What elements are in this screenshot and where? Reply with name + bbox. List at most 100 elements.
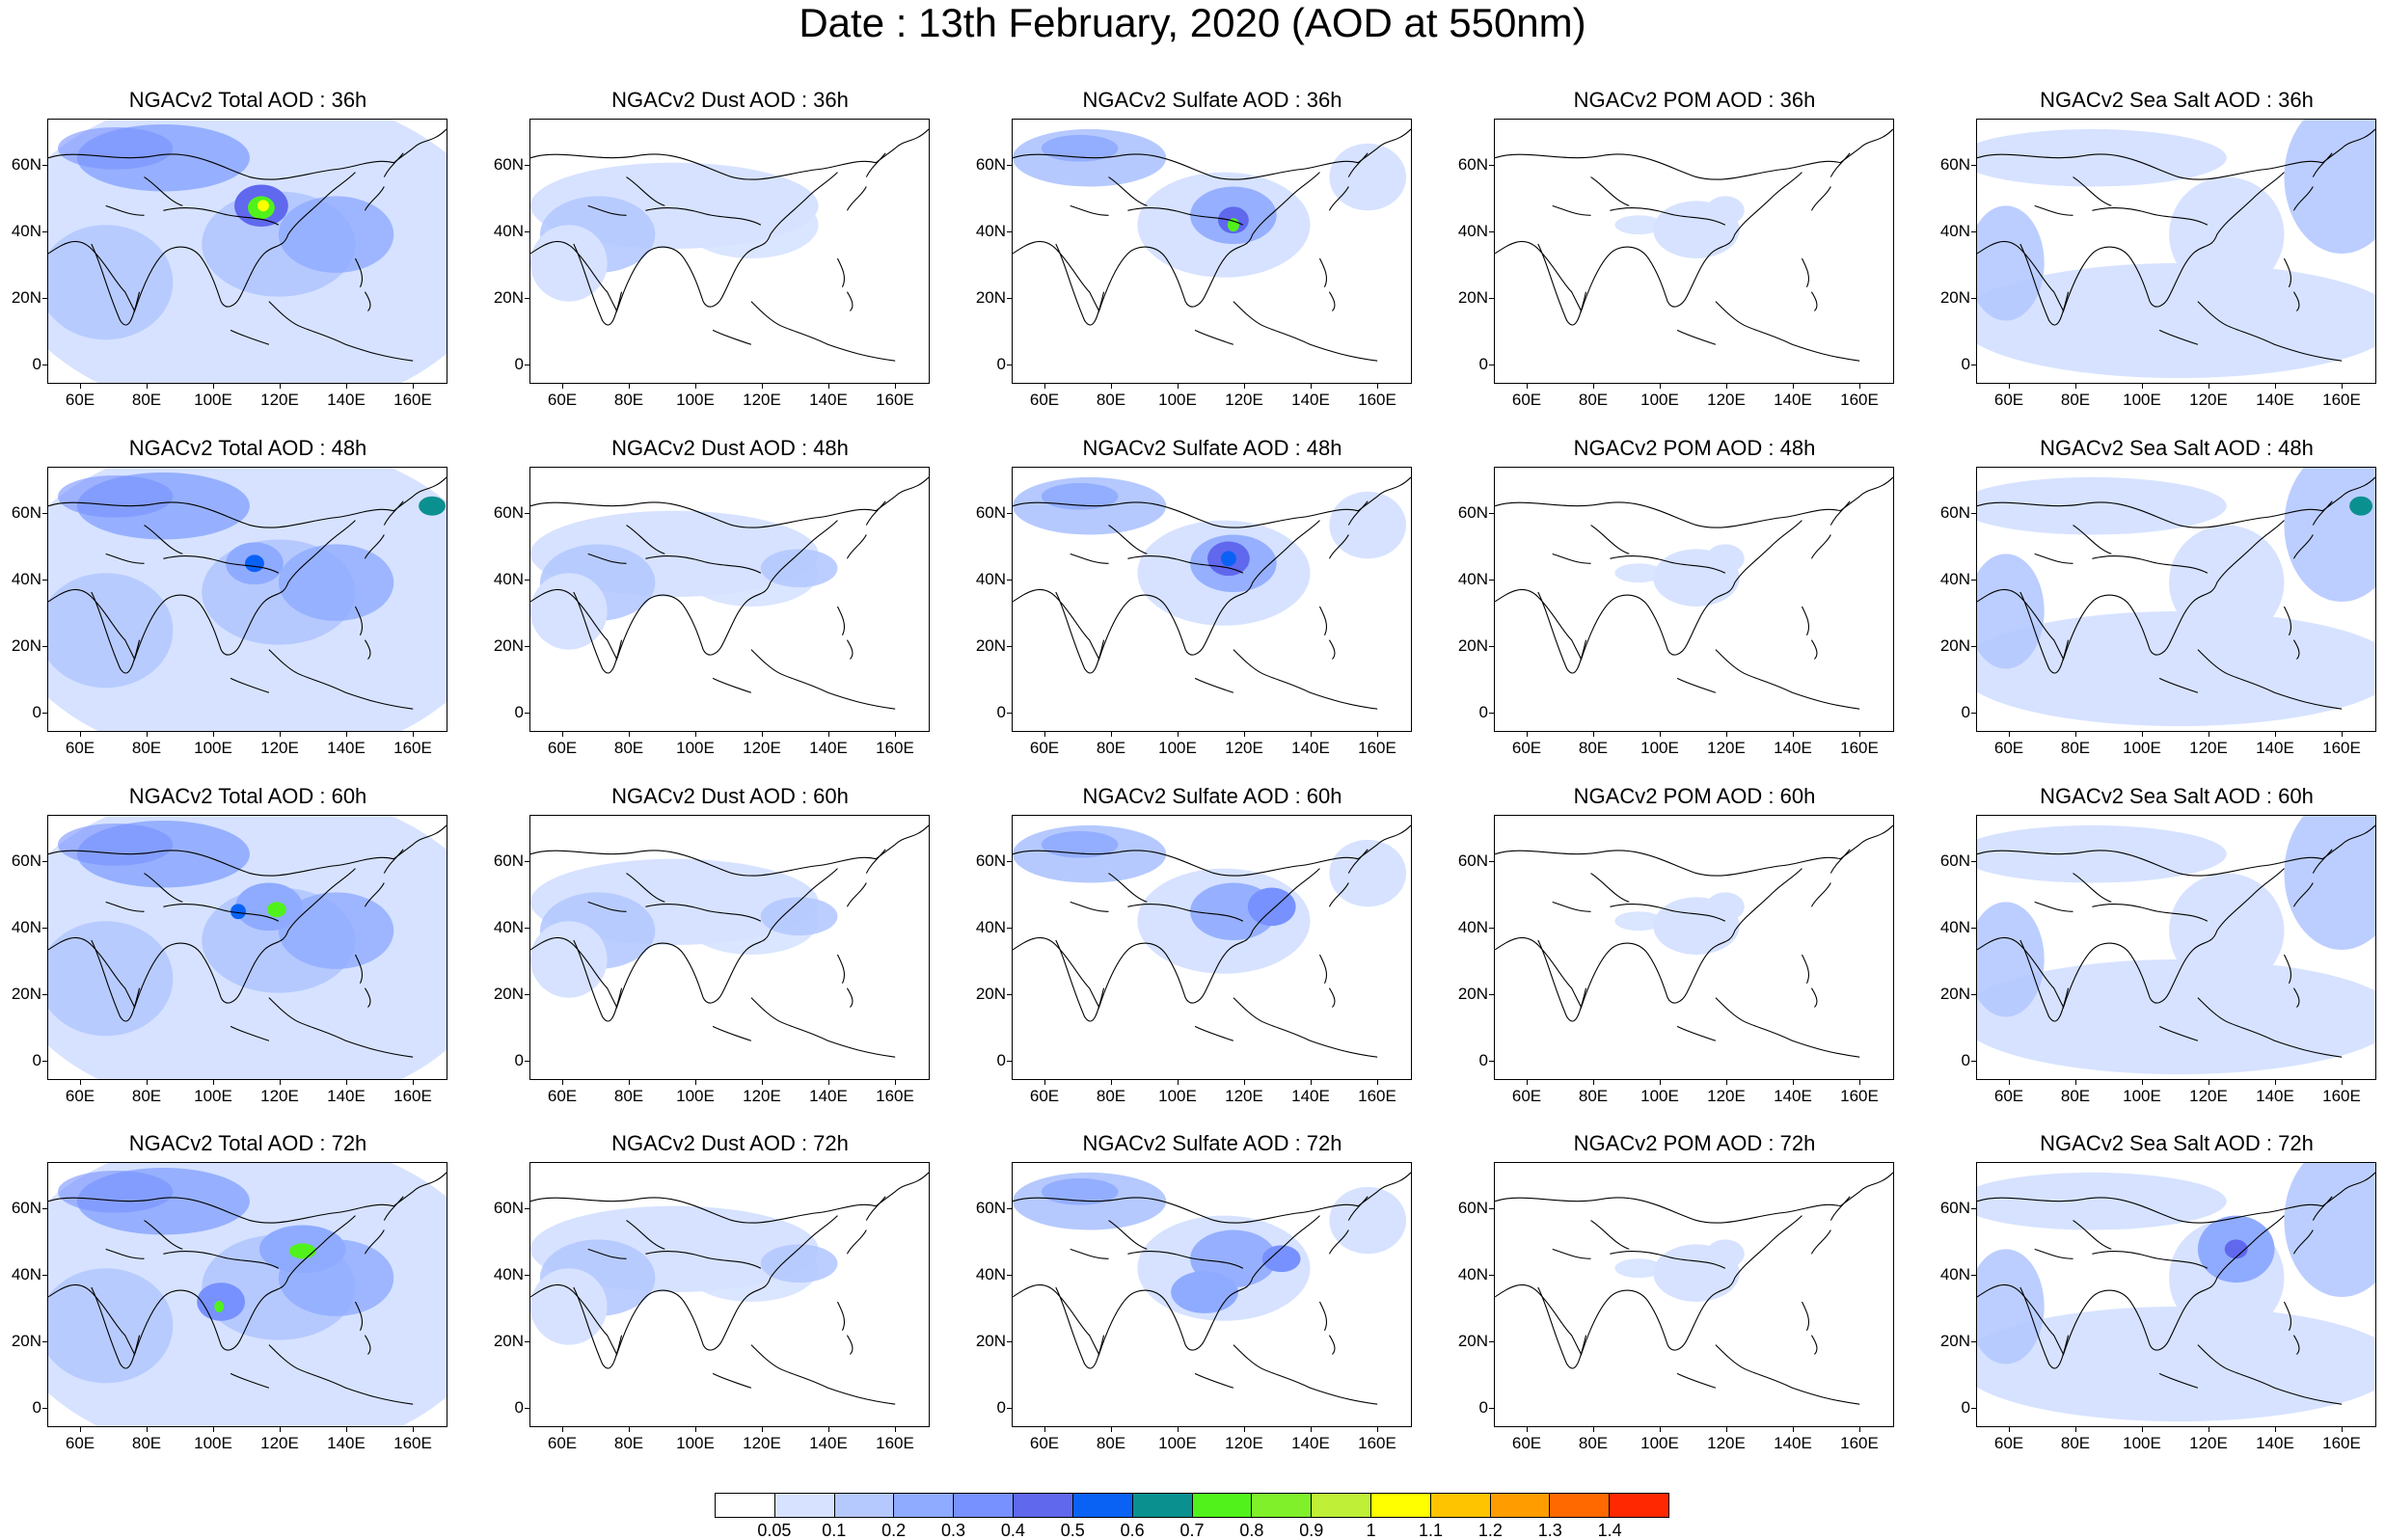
coastline <box>1977 1215 2285 1356</box>
coastline <box>163 903 280 1041</box>
aod-field-svg <box>530 1172 929 1405</box>
y-tick-label: 20N <box>1939 636 1970 655</box>
coastline <box>836 954 854 1008</box>
coastline <box>1610 554 1726 693</box>
coastline <box>1495 476 1893 528</box>
aod-map <box>529 467 930 732</box>
colorbar-swatch <box>834 1494 895 1517</box>
coastline <box>530 1172 929 1224</box>
coastline <box>2092 206 2209 345</box>
x-tick-label: 160E <box>876 1087 914 1105</box>
coastline <box>1070 1220 1148 1259</box>
aod-map <box>1012 815 1412 1080</box>
x-tick-label: 60E <box>547 1087 578 1105</box>
y-tick-label: 0 <box>996 1398 1006 1417</box>
x-tick <box>1377 1080 1378 1085</box>
coastline <box>1537 591 1587 674</box>
y-tick <box>1489 231 1494 232</box>
y-tick <box>1007 1341 1012 1342</box>
x-tick <box>695 1080 696 1085</box>
x-tick-label: 80E <box>131 1087 162 1105</box>
x-tick <box>629 1427 630 1432</box>
y-tick-label: 20N <box>1939 288 1970 307</box>
coastline <box>2283 257 2300 311</box>
x-tick-label: 120E <box>260 1087 299 1105</box>
y-tick-label: 40N <box>1939 222 1970 240</box>
colorbar-label: 1.3 <box>1537 1521 1562 1540</box>
y-tick-label: 0 <box>996 1051 1006 1069</box>
y-tick <box>1007 580 1012 581</box>
x-tick <box>1244 1427 1245 1432</box>
coastline <box>2019 243 2070 326</box>
x-tick <box>1178 1080 1179 1085</box>
y-tick <box>1489 1208 1494 1209</box>
x-tick-label: 100E <box>1158 1434 1197 1452</box>
y-tick-label: 40N <box>493 1265 524 1283</box>
aod-map <box>1494 119 1894 384</box>
coastline <box>587 525 665 564</box>
aod-shaded-region <box>1977 902 2045 1017</box>
coastline <box>1552 1220 1630 1259</box>
x-tick <box>2342 384 2343 389</box>
panel-title: NGACv2 Dust AOD : 48h <box>611 436 849 460</box>
x-tick-label: 80E <box>131 739 162 757</box>
coastline <box>48 128 447 180</box>
panel-title: NGACv2 POM AOD : 48h <box>1573 436 1816 460</box>
aod-shaded-region <box>57 126 174 170</box>
aod-shaded-region <box>2284 468 2375 602</box>
coastline <box>1552 176 1630 216</box>
x-tick <box>80 384 81 389</box>
x-tick <box>1244 732 1245 737</box>
x-tick-label: 100E <box>676 1087 715 1105</box>
x-tick <box>2275 1427 2276 1432</box>
y-tick-label: 60N <box>1939 851 1970 870</box>
coastline <box>2292 1196 2333 1255</box>
coastline <box>1715 649 1860 710</box>
x-tick <box>147 732 148 737</box>
y-tick-label: 60N <box>1457 851 1488 870</box>
x-tick-label: 140E <box>2256 1087 2294 1105</box>
colorbar-swatch <box>954 1494 1015 1517</box>
aod-field-svg <box>48 816 447 1079</box>
coastline <box>1233 649 1378 710</box>
y-tick <box>1971 1408 1976 1409</box>
y-tick <box>1489 298 1494 299</box>
panel-title: NGACv2 POM AOD : 72h <box>1573 1131 1816 1155</box>
coastline <box>48 1215 356 1356</box>
x-tick <box>895 1080 896 1085</box>
x-tick <box>213 732 214 737</box>
y-tick-label: 40N <box>1457 918 1488 936</box>
coastline <box>1810 152 1851 211</box>
y-tick <box>525 1061 529 1062</box>
y-tick-label: 40N <box>11 1265 41 1283</box>
y-tick <box>42 1208 47 1209</box>
y-tick-label: 40N <box>493 570 524 588</box>
coastline <box>750 997 896 1058</box>
aod-shaded-region <box>1329 1186 1407 1255</box>
y-tick <box>42 713 47 714</box>
x-tick <box>828 732 829 737</box>
x-tick <box>2342 1080 2343 1085</box>
x-tick-label: 60E <box>65 1434 95 1452</box>
coastline <box>1610 903 1726 1041</box>
panel-title: NGACv2 Dust AOD : 36h <box>611 88 849 112</box>
x-tick <box>1111 732 1112 737</box>
x-tick-label: 60E <box>1993 739 2024 757</box>
x-tick-label: 100E <box>194 1434 232 1452</box>
y-tick <box>42 231 47 232</box>
y-tick-label: 0 <box>1478 1398 1488 1417</box>
x-tick-label: 160E <box>393 391 432 409</box>
coastline <box>1495 868 1802 1009</box>
coastline <box>1055 939 1105 1022</box>
x-tick-label: 80E <box>1096 391 1126 409</box>
aod-field-svg <box>48 120 447 383</box>
x-tick-label: 160E <box>1840 1087 1879 1105</box>
x-tick <box>1311 1427 1312 1432</box>
x-tick-label: 100E <box>1640 739 1679 757</box>
x-tick <box>762 384 763 389</box>
y-tick <box>42 646 47 647</box>
panel-title: NGACv2 Total AOD : 60h <box>128 784 367 808</box>
coastline <box>1495 1172 1893 1224</box>
x-tick-label: 120E <box>2189 391 2228 409</box>
coastline <box>1552 873 1630 912</box>
